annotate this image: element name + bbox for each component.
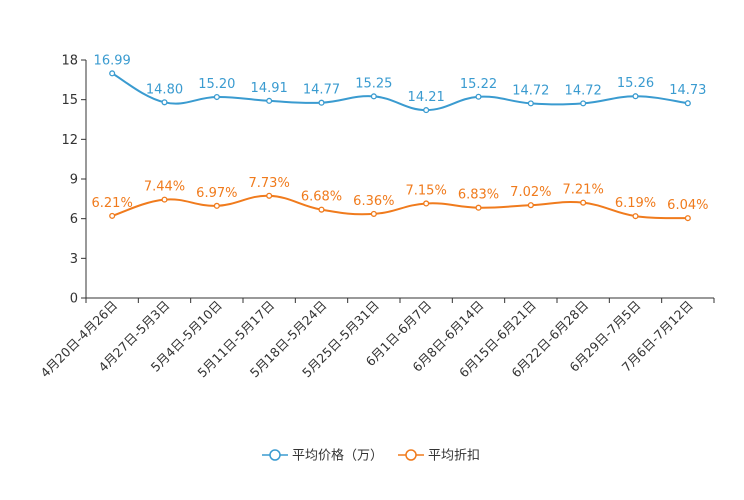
data-point[interactable] (580, 199, 587, 206)
data-point[interactable] (370, 210, 377, 217)
data-label: 15.26 (617, 76, 654, 91)
data-point[interactable] (266, 192, 273, 199)
y-tick-label: 18 (61, 54, 78, 69)
data-label: 7.73% (249, 176, 290, 191)
data-label: 14.80 (146, 82, 183, 97)
data-point[interactable] (475, 93, 482, 100)
data-point[interactable] (684, 215, 691, 222)
data-label: 7.44% (144, 180, 185, 195)
data-label: 6.36% (353, 194, 394, 209)
data-label: 16.99 (94, 53, 131, 68)
data-label: 15.25 (355, 76, 392, 91)
series-line-2 (111, 194, 688, 220)
data-point[interactable] (475, 204, 482, 211)
data-label: 6.83% (458, 188, 499, 203)
y-tick-label: 6 (70, 212, 78, 227)
data-point[interactable] (318, 206, 325, 213)
legend-label[interactable]: 平均价格（万） (292, 448, 383, 464)
data-label: 14.91 (251, 81, 288, 96)
data-label: 15.22 (460, 77, 497, 92)
data-label: 6.97% (196, 186, 237, 201)
data-point[interactable] (266, 97, 273, 104)
data-label: 14.72 (565, 83, 602, 98)
data-label: 7.02% (510, 185, 551, 200)
data-label: 6.68% (301, 190, 342, 205)
y-tick-label: 12 (61, 133, 78, 148)
data-point[interactable] (161, 99, 168, 106)
data-label: 6.19% (615, 196, 656, 211)
data-point[interactable] (161, 196, 168, 203)
data-label: 14.21 (408, 90, 445, 105)
data-label: 6.04% (667, 198, 708, 213)
data-label: 14.72 (512, 83, 549, 98)
legend-label[interactable]: 平均折扣 (428, 449, 480, 464)
data-label: 14.77 (303, 83, 340, 98)
data-point[interactable] (632, 93, 639, 100)
series-line-1 (111, 72, 688, 112)
data-point[interactable] (684, 100, 691, 107)
data-label: 6.21% (92, 196, 133, 211)
data-point[interactable] (109, 212, 116, 219)
y-tick-label: 15 (61, 93, 78, 108)
data-label: 14.73 (669, 83, 706, 98)
legend-marker-2[interactable] (405, 449, 417, 461)
data-label: 7.21% (563, 183, 604, 198)
data-point[interactable] (632, 213, 639, 220)
data-point[interactable] (109, 70, 116, 77)
data-point[interactable] (423, 107, 430, 114)
data-label: 7.15% (406, 183, 447, 198)
data-point[interactable] (318, 99, 325, 106)
data-point[interactable] (423, 200, 430, 207)
data-point[interactable] (213, 93, 220, 101)
data-point[interactable] (213, 202, 220, 209)
y-tick-label: 3 (70, 252, 78, 267)
data-point[interactable] (370, 93, 377, 100)
data-point[interactable] (580, 100, 587, 107)
data-label: 15.20 (198, 77, 235, 92)
data-point[interactable] (527, 100, 534, 107)
y-tick-label: 0 (70, 292, 78, 307)
legend-marker-1[interactable] (269, 449, 281, 461)
data-point[interactable] (527, 202, 534, 209)
y-tick-label: 9 (70, 173, 78, 188)
